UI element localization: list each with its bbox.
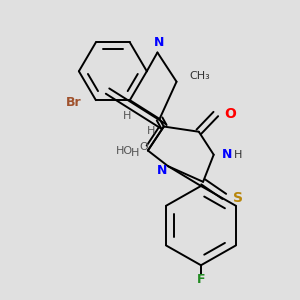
Text: O: O	[139, 142, 148, 152]
Text: F: F	[197, 273, 205, 286]
Text: HO: HO	[116, 146, 133, 155]
Text: CH₃: CH₃	[189, 71, 210, 82]
Text: N: N	[154, 36, 165, 49]
Text: O: O	[224, 107, 236, 121]
Text: Br: Br	[65, 96, 81, 109]
Text: H: H	[147, 126, 155, 136]
Text: N: N	[222, 148, 233, 161]
Text: H: H	[122, 111, 131, 121]
Text: N: N	[157, 164, 167, 177]
Text: S: S	[233, 191, 243, 206]
Text: H: H	[131, 148, 140, 158]
Text: H: H	[234, 150, 242, 160]
